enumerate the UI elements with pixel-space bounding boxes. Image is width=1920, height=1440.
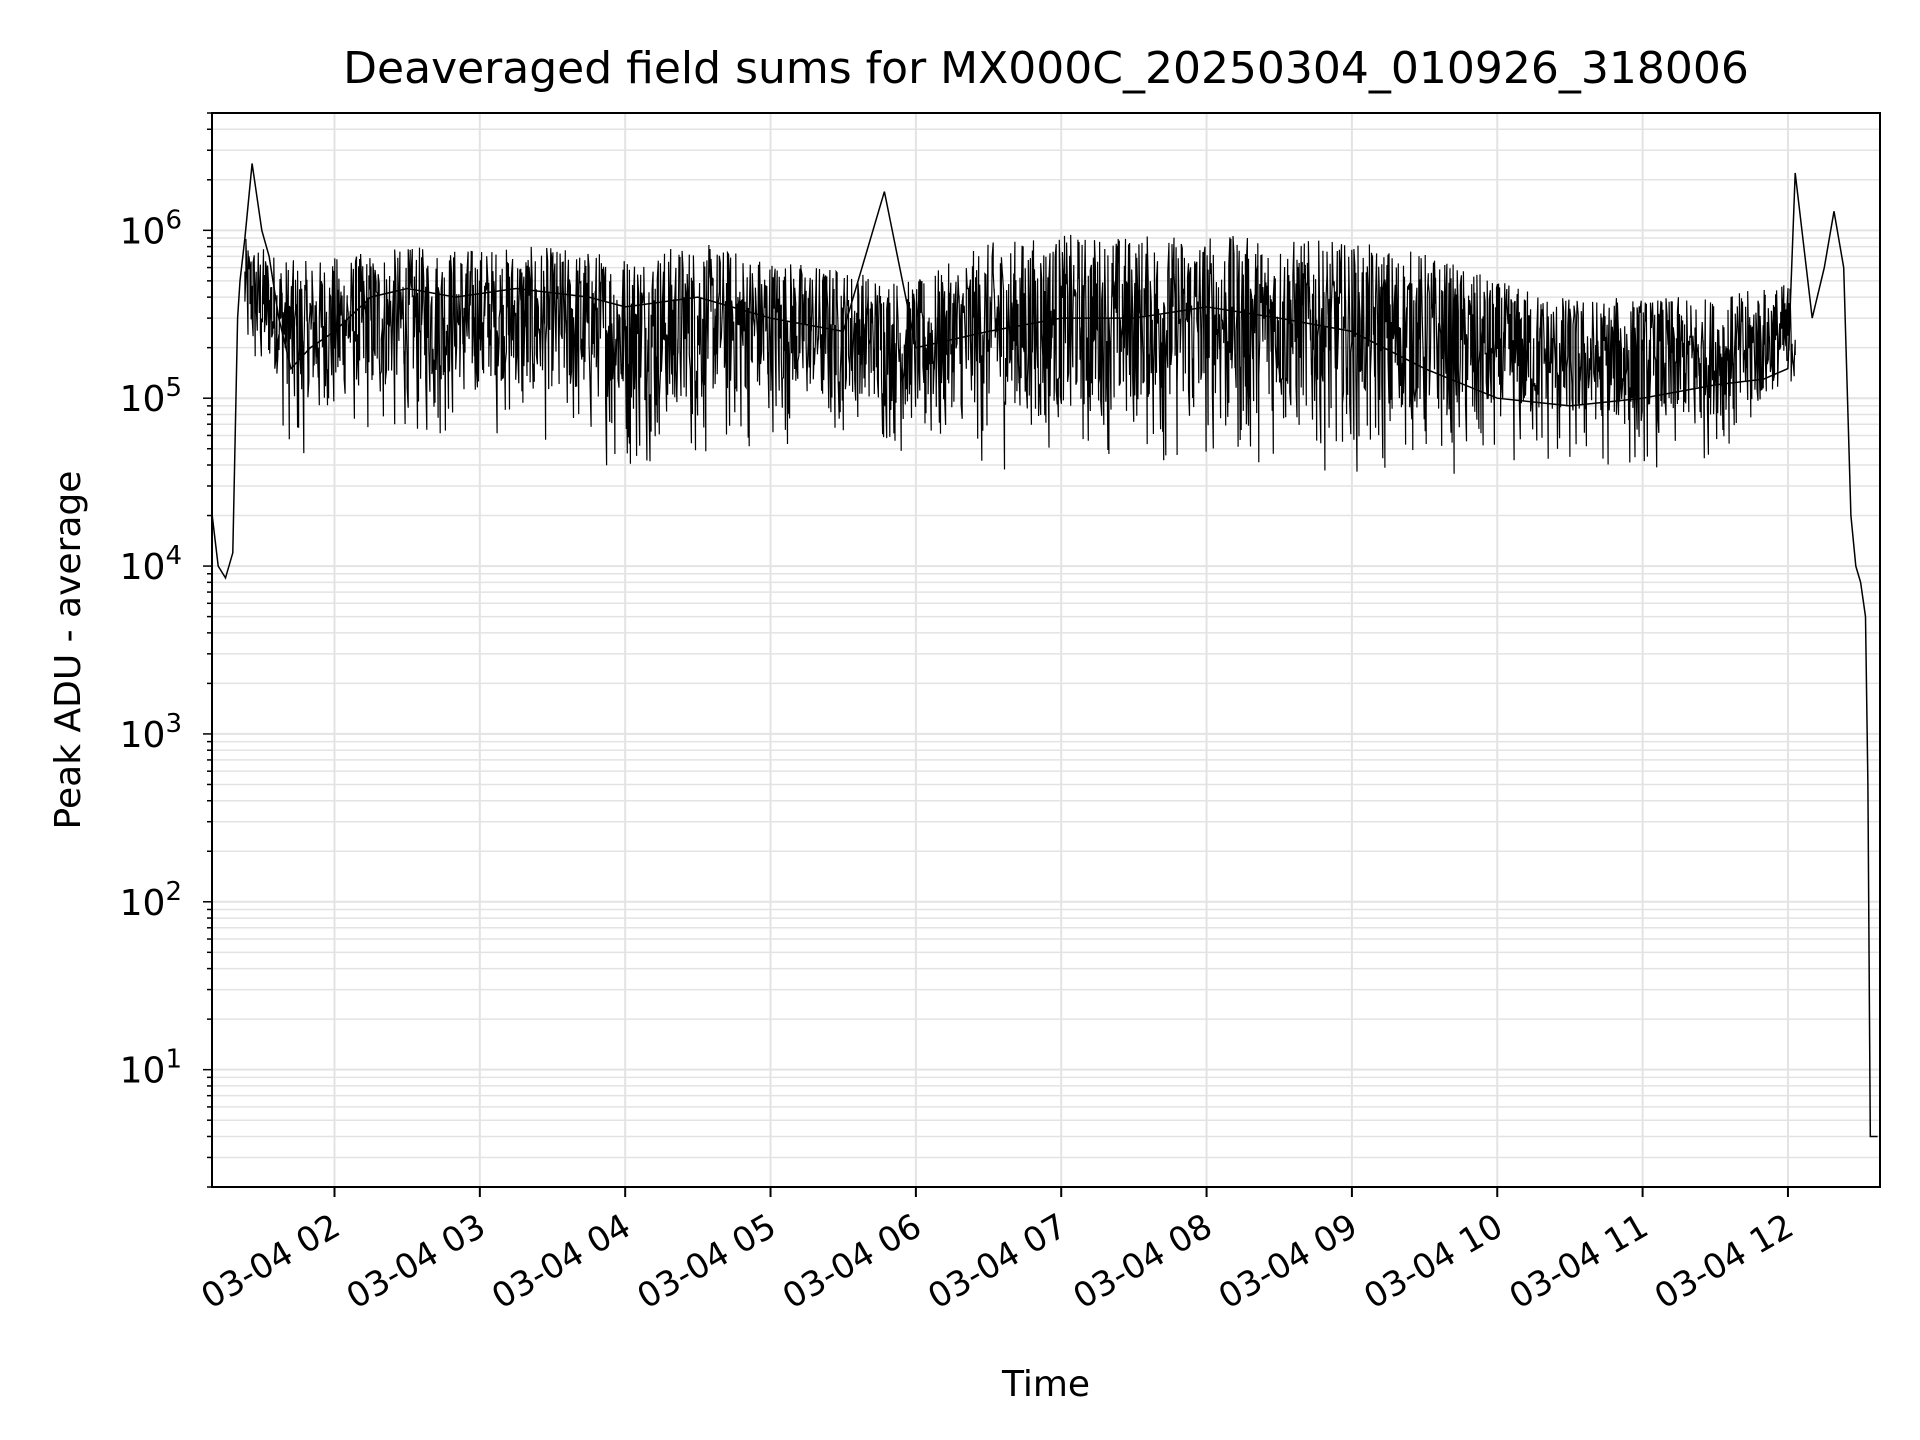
x-tick-label: 03-04 06 [776,1206,928,1317]
x-axis-label: Time [1001,1364,1090,1405]
y-tick-label: 103 [120,709,182,756]
y-tick-label: 101 [120,1045,182,1092]
data-band [244,234,1796,474]
y-tick-label: 104 [120,541,182,588]
plot-frame [211,112,1881,1188]
x-tick-label: 03-04 04 [485,1206,637,1317]
x-tick-label: 03-04 11 [1503,1206,1655,1317]
x-tick-label: 03-04 05 [631,1206,783,1317]
y-axis-label: Peak ADU - average [48,471,89,830]
y-tick-label: 105 [120,373,182,420]
x-tick-label: 03-04 07 [921,1206,1073,1317]
x-tick-label: 03-04 02 [195,1206,347,1317]
data-line [211,163,1878,1138]
x-tick-label: 03-04 12 [1648,1206,1800,1317]
x-tick-label: 03-04 08 [1067,1206,1219,1317]
y-tick-label: 102 [120,877,182,924]
x-tick-label: 03-04 10 [1357,1206,1509,1317]
x-tick-label: 03-04 09 [1212,1206,1364,1317]
plot-area [211,163,1878,1138]
chart-title: Deaveraged field sums for MX000C_2025030… [343,43,1749,94]
y-axis: 101 102 103 104 105 106 [120,112,212,1188]
x-tick-label: 03-04 03 [340,1206,492,1317]
y-tick-label: 106 [120,205,182,252]
